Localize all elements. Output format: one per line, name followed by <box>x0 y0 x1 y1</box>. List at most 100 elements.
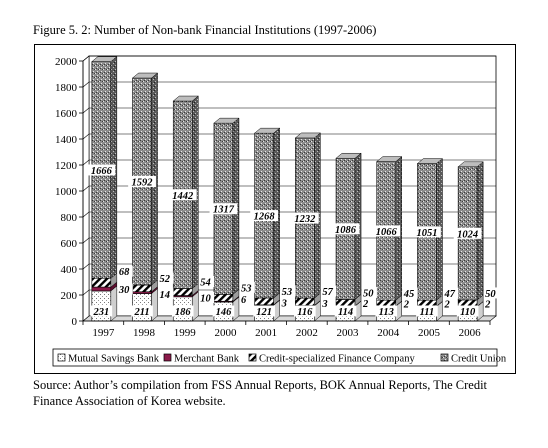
x-tick-label-2005: 2005 <box>418 327 441 339</box>
y-tick-label: 1400 <box>55 134 78 146</box>
data-label-merchant-bank-2006: 2 <box>483 298 493 311</box>
svg-text:114: 114 <box>338 307 353 318</box>
bar-top-2006 <box>457 161 484 168</box>
legend-item-credit-specialized-finance-company: Credit-specialized Finance Company <box>248 353 415 365</box>
svg-text:110: 110 <box>460 307 476 318</box>
svg-text:2: 2 <box>362 299 369 310</box>
y-tick-label: 1200 <box>55 160 78 172</box>
data-label-credit-specialized-finance-company-2006: 50 <box>483 287 500 300</box>
data-label-credit-specialized-finance-company-1999: 54 <box>198 276 215 289</box>
svg-text:3: 3 <box>321 299 327 310</box>
x-tick-label-2006: 2006 <box>459 327 482 339</box>
x-tick-label-2001: 2001 <box>255 327 277 339</box>
data-label-credit-union-2002: 1232 <box>290 212 319 225</box>
data-label-credit-specialized-finance-company-2004: 45 <box>402 287 418 300</box>
bar-credit-specialized-finance-company-2000 <box>213 294 234 302</box>
bar-credit-specialized-finance-company-2004 <box>376 299 397 307</box>
data-label-credit-specialized-finance-company-1997: 68 <box>117 265 133 278</box>
data-label-merchant-bank-2005: 2 <box>442 298 453 311</box>
data-label-mutual-savings-bank-1999: 186 <box>171 305 194 318</box>
data-label-mutual-savings-bank-2005: 111 <box>416 305 438 318</box>
bar-credit-specialized-finance-company-1997 <box>91 277 112 288</box>
svg-text:53: 53 <box>282 287 293 298</box>
y-axis: 0 200 400 600 800 1000 1200 1400 1600 1800 2000 <box>55 56 84 328</box>
svg-text:121: 121 <box>256 307 272 318</box>
x-axis: 1997 1998 1999 2000 2001 2002 2003 2004 2005 2006 <box>82 320 491 339</box>
svg-text:57: 57 <box>322 287 333 298</box>
svg-text:3: 3 <box>281 298 287 309</box>
data-label-merchant-bank-2000: 6 <box>239 293 249 306</box>
svg-text:47: 47 <box>443 289 455 300</box>
legend-box <box>52 348 498 367</box>
svg-text:50: 50 <box>485 289 496 300</box>
bar-credit-specialized-finance-company-2003 <box>335 299 356 307</box>
y-tick-label: 2000 <box>55 56 78 68</box>
data-label-merchant-bank-2002: 3 <box>320 297 331 310</box>
legend-swatch <box>57 353 66 362</box>
legend-swatch <box>440 353 449 362</box>
legend-label: Merchant Bank <box>174 354 240 365</box>
figure-title: Figure 5. 2: Number of Non-bank Financia… <box>33 23 377 37</box>
svg-text:231: 231 <box>92 307 109 318</box>
y-tick-label: 200 <box>61 290 78 302</box>
svg-text:116: 116 <box>297 307 313 318</box>
svg-text:1268: 1268 <box>254 212 276 223</box>
data-label-credit-specialized-finance-company-1998: 52 <box>158 272 174 285</box>
svg-text:211: 211 <box>133 307 149 318</box>
data-label-credit-union-2001: 1268 <box>250 210 279 223</box>
data-label-credit-union-2000: 1317 <box>209 203 238 216</box>
data-label-credit-specialized-finance-company-2005: 47 <box>442 287 459 300</box>
svg-text:52: 52 <box>160 274 171 285</box>
data-label-mutual-savings-bank-1998: 211 <box>131 305 153 318</box>
legend-label: Mutual Savings Bank <box>68 354 160 365</box>
bar-top-2003 <box>335 152 362 159</box>
data-label-credit-union-1998: 1592 <box>128 176 156 189</box>
bar-credit-specialized-finance-company-2005 <box>417 299 437 307</box>
svg-text:53: 53 <box>241 283 252 294</box>
svg-text:2: 2 <box>403 299 410 310</box>
data-label-mutual-savings-bank-2004: 113 <box>375 305 398 318</box>
gridline <box>82 55 496 62</box>
bar-credit-specialized-finance-company-2001 <box>254 297 274 306</box>
legend-label: Credit Union <box>451 354 507 365</box>
bar-top-2004 <box>376 156 403 162</box>
bar-top-2002 <box>294 132 322 139</box>
y-tick-label: 1000 <box>55 186 78 198</box>
legend-item-merchant-bank: Merchant Bank <box>163 354 240 365</box>
data-label-credit-union-2004: 1066 <box>372 225 401 238</box>
svg-text:2: 2 <box>443 300 450 311</box>
data-label-merchant-bank-2004: 2 <box>402 297 412 310</box>
data-label-mutual-savings-bank-1997: 231 <box>90 305 113 318</box>
svg-text:1666: 1666 <box>91 166 113 177</box>
data-label-credit-specialized-finance-company-2001: 53 <box>280 285 296 298</box>
y-tick-label: 1600 <box>55 108 78 120</box>
legend-swatch <box>248 353 257 362</box>
svg-text:1086: 1086 <box>335 225 357 236</box>
svg-text:6: 6 <box>241 295 247 306</box>
legend-item-mutual-savings-bank: Mutual Savings Bank <box>57 353 160 365</box>
x-tick-label-2004: 2004 <box>377 327 400 339</box>
bar-top-1999 <box>172 95 199 102</box>
svg-text:68: 68 <box>119 267 130 278</box>
x-tick-label-1997: 1997 <box>92 327 115 339</box>
x-tick-label-2003: 2003 <box>337 327 360 339</box>
data-label-credit-union-1999: 1442 <box>168 189 197 202</box>
data-label-merchant-bank-2001: 3 <box>280 296 290 309</box>
bar-merchant-bank-1997 <box>91 286 112 292</box>
legend-item-credit-union: Credit Union <box>440 353 507 365</box>
data-label-merchant-bank-1999: 10 <box>198 292 215 305</box>
gridline <box>82 81 496 88</box>
bar-credit-specialized-finance-company-1998 <box>132 284 152 293</box>
svg-text:54: 54 <box>200 278 211 289</box>
y-tick-label: 1800 <box>55 82 78 94</box>
x-tick-label-1999: 1999 <box>174 327 197 339</box>
legend: Mutual Savings Bank Merchant Bank Credit-s… <box>52 348 507 367</box>
svg-text:1317: 1317 <box>213 205 235 216</box>
svg-text:111: 111 <box>420 307 435 318</box>
svg-text:186: 186 <box>175 307 192 318</box>
data-label-credit-union-2003: 1086 <box>331 223 360 236</box>
data-label-credit-specialized-finance-company-2002: 57 <box>320 285 337 298</box>
bar-credit-specialized-finance-company-2002 <box>295 297 315 306</box>
